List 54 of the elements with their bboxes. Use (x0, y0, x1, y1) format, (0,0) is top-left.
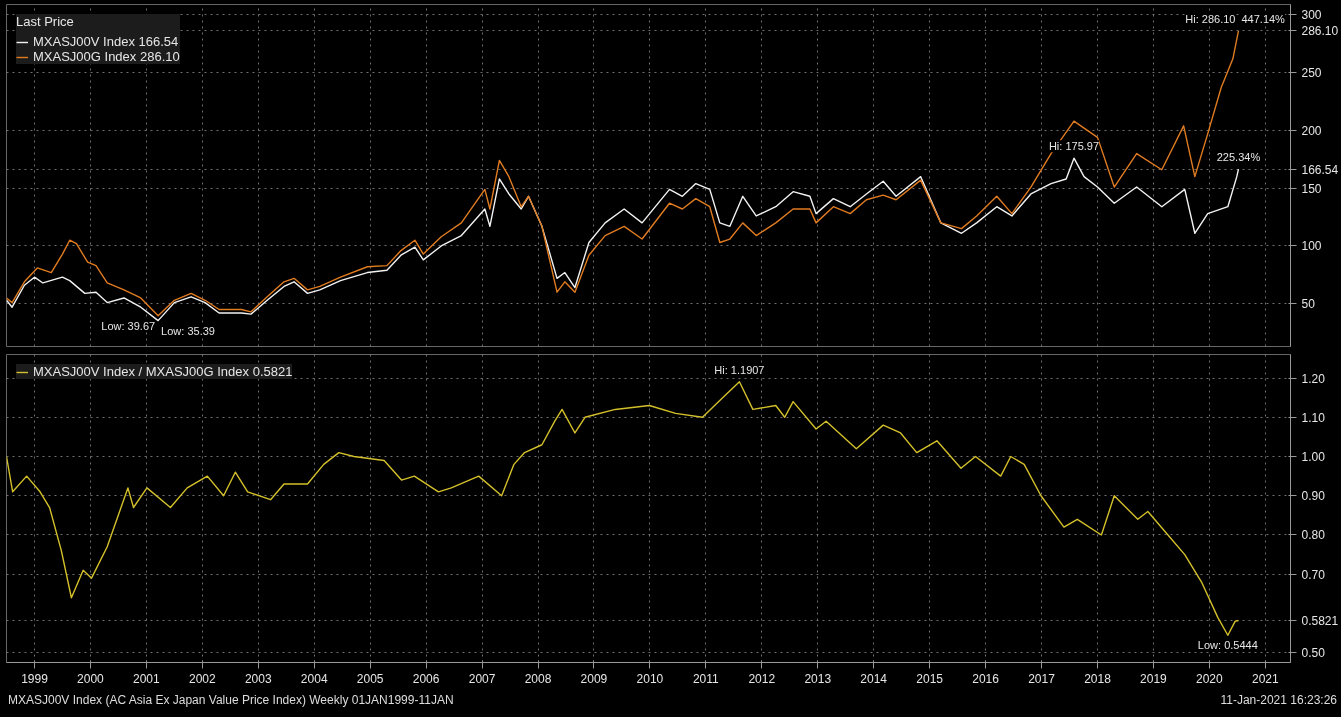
y-tick-label: 0.80 (1301, 528, 1326, 543)
x-tick-label: 2014 (860, 671, 888, 686)
x-tick-label: 2021 (1251, 671, 1279, 686)
x-tick-label: 2019 (1140, 671, 1168, 686)
x-tick-label: 2012 (748, 671, 776, 686)
x-tick-label: 2007 (468, 671, 496, 686)
y-tick-label: 150 (1301, 181, 1322, 196)
x-tick-label: 2013 (804, 671, 832, 686)
y-tick-label: 166.54 (1301, 162, 1339, 177)
x-tick-label: 2018 (1084, 671, 1112, 686)
text: MXASJ00V Index (AC Asia Ex Japan Value Price Index) Weekly 01JAN1999-11JAN (8, 692, 454, 709)
annotation: Hi: 175.97 (1048, 140, 1100, 153)
y-tick-label: 250 (1301, 66, 1322, 81)
y-tick-label: 1.10 (1301, 410, 1326, 425)
x-tick-label: 2015 (916, 671, 944, 686)
y-tick-label: 0.50 (1301, 646, 1326, 661)
y-tick-label: 200 (1301, 123, 1322, 138)
x-tick-label: 2020 (1196, 671, 1224, 686)
annotation: Low: 35.39 (161, 324, 215, 337)
x-tick-label: 2008 (524, 671, 552, 686)
line-series (6, 380, 1240, 636)
x-tick-label: 2002 (188, 671, 216, 686)
annotation: Hi: 1.1907 (714, 363, 765, 376)
legend-title: Last Price (16, 14, 75, 29)
x-tick-label: 2017 (1028, 671, 1056, 686)
x-tick-label: 2016 (972, 671, 1000, 686)
legend-label: MXASJ00V Index / MXASJ00G Index 0.5821 (33, 364, 293, 379)
annotation: 447.14% (1241, 12, 1286, 25)
y-tick-label: 100 (1301, 239, 1322, 254)
x-tick-label: 2009 (580, 671, 608, 686)
x-tick-label: 1999 (21, 671, 49, 686)
y-tick-label: 1.00 (1301, 450, 1326, 465)
legend-label: MXASJ00G Index 286.10 (33, 49, 180, 64)
y-tick-label: 0.70 (1301, 567, 1326, 582)
annotation: Low: 0.5444 (1197, 639, 1258, 652)
y-tick-label: 50 (1301, 297, 1316, 312)
annotation: 225.34% (1216, 151, 1261, 164)
x-tick-label: 2001 (133, 671, 161, 686)
legend-label: MXASJ00V Index 166.54 (33, 34, 179, 49)
x-tick-label: 2004 (300, 671, 328, 686)
x-tick-label: 2010 (636, 671, 664, 686)
y-tick-label: 300 (1301, 8, 1322, 23)
x-tick-label: 2006 (412, 671, 440, 686)
x-tick-label: 2005 (356, 671, 384, 686)
y-tick-label: 0.90 (1301, 489, 1326, 504)
x-tick-label: 2011 (692, 671, 720, 686)
y-tick-label: 1.20 (1301, 371, 1326, 386)
annotation: Low: 39.67 (101, 319, 156, 332)
x-tick-label: 2003 (244, 671, 272, 686)
annotation: Hi: 286.10 (1185, 12, 1236, 25)
x-tick-label: 2000 (77, 671, 105, 686)
y-tick-label: 0.5821 (1301, 613, 1339, 628)
y-tick-label: 286.10 (1301, 24, 1339, 39)
text: 11-Jan-2021 16:23:26 (1220, 692, 1337, 709)
